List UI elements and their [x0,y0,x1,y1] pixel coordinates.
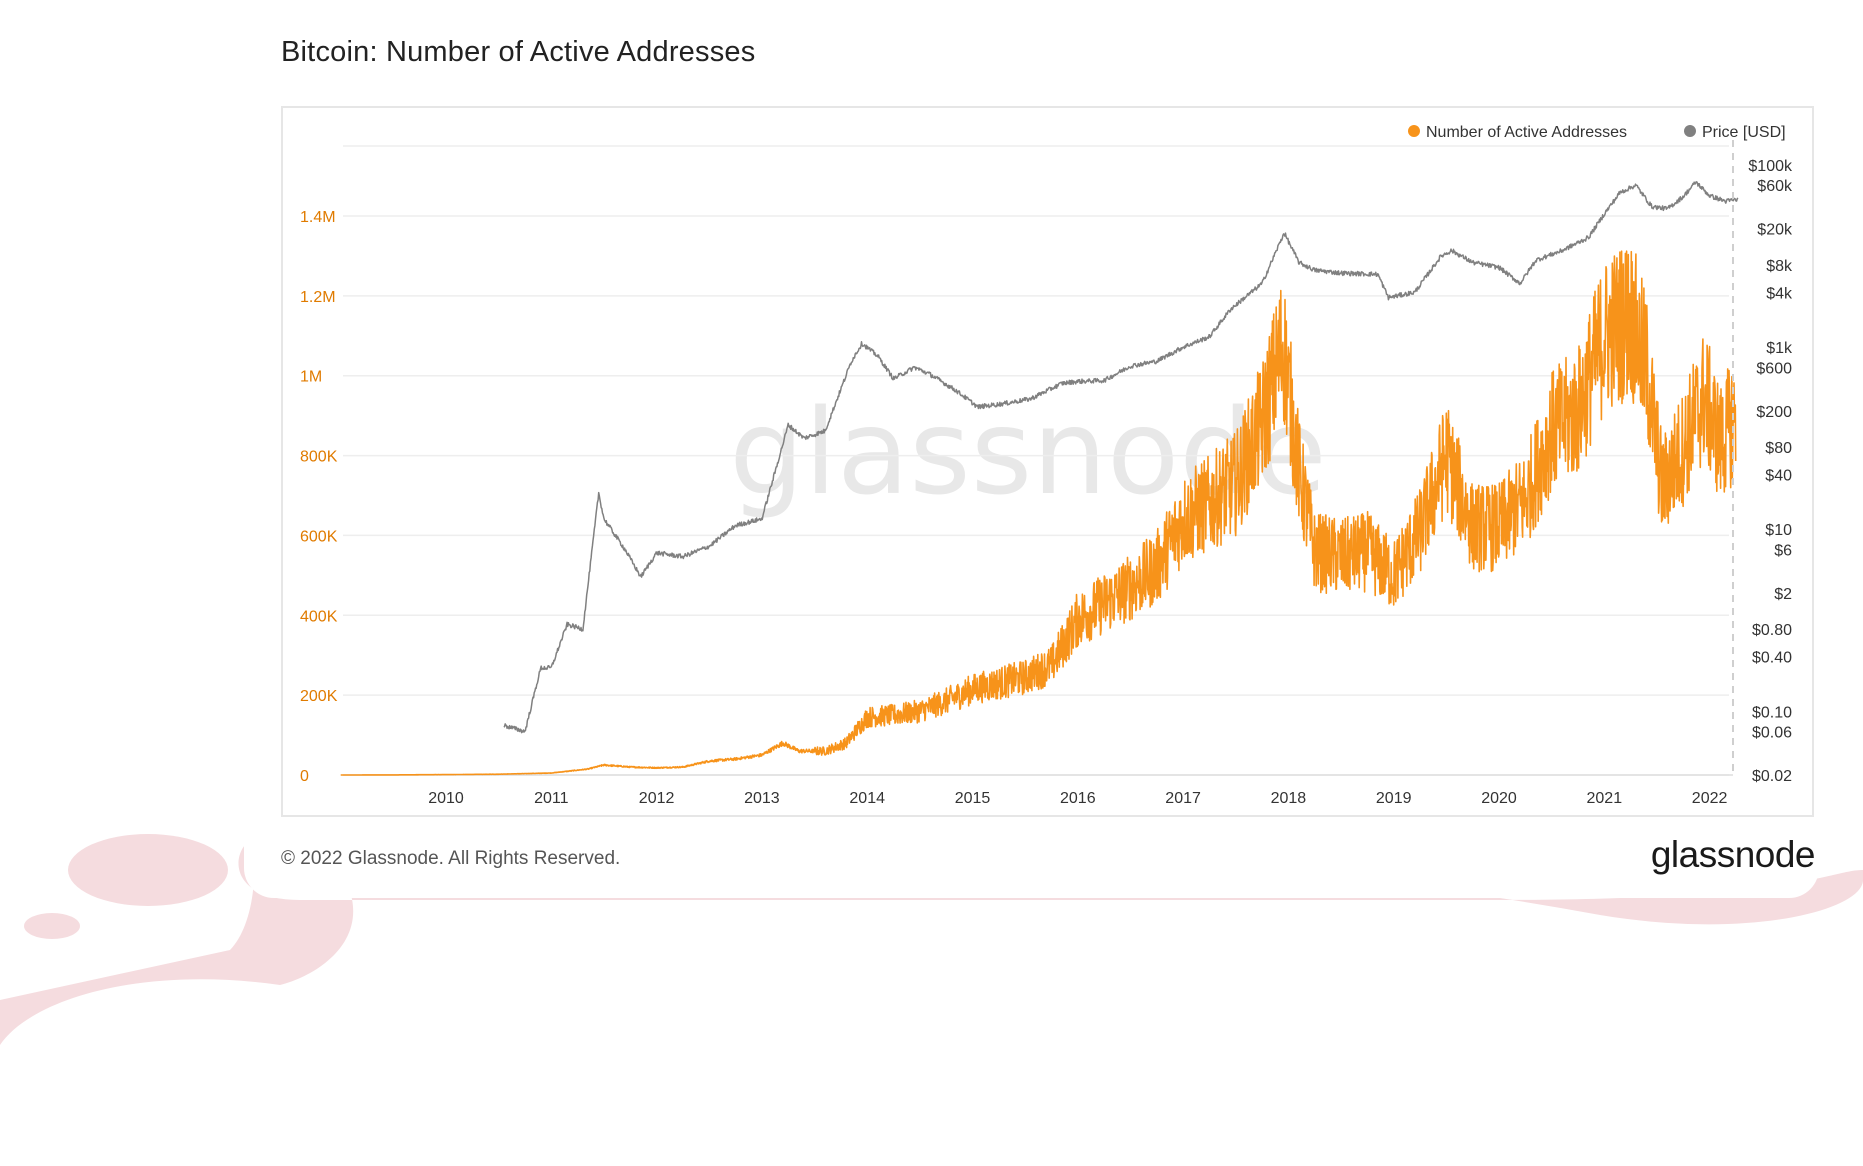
active-addresses-line [340,250,1737,776]
left-tick-label: 0 [300,768,309,785]
right-tick-label: $0.06 [1752,725,1792,742]
x-tick-label: 2017 [1165,790,1201,807]
left-tick-label: 1M [300,369,322,386]
right-tick-label: $6 [1774,542,1792,559]
left-tick-label: 200K [300,688,338,705]
right-tick-label: $8k [1766,258,1793,275]
right-tick-label: $10 [1765,522,1792,539]
x-tick-label: 2014 [849,790,885,807]
right-tick-label: $4k [1766,285,1793,302]
right-tick-label: $20k [1757,222,1793,239]
legend-entry: Price [USD] [1702,124,1786,141]
x-tick-label: 2011 [534,790,569,807]
right-tick-label: $600 [1756,360,1792,377]
right-tick-label: $80 [1765,440,1792,457]
right-tick-label: $60k [1757,178,1793,195]
x-tick-label: 2021 [1587,790,1623,807]
x-tick-label: 2020 [1481,790,1517,807]
left-tick-label: 1.4M [300,209,336,226]
price-line [503,181,1739,734]
right-axis: $0.02 $0.06 $0.10 $0.40 $0.80 $2 $6 $10 $40 $80 $2… [1748,158,1793,785]
left-tick-label: 800K [300,449,338,466]
right-tick-label: $100k [1748,158,1793,175]
chart-title: Bitcoin: Number of Active Addresses [281,36,756,68]
right-tick-label: $0.80 [1752,622,1792,639]
grid-lines [343,145,1733,776]
right-tick-label: $40 [1765,467,1792,484]
left-tick-label: 1.2M [300,289,336,306]
glassnode-logo[interactable]: glassnode [1650,834,1816,875]
right-tick-label: $2 [1774,586,1792,603]
legend: Number of Active Addresses Price [USD] [1408,124,1786,141]
right-tick-label: $200 [1756,404,1792,421]
left-axis: 0 200K 400K 600K 800K 1M 1.2M 1.4M [300,209,338,785]
x-tick-label: 2022 [1692,790,1728,807]
legend-swatch [1684,125,1696,137]
series [340,181,1739,776]
blob-dot-large [68,834,228,906]
x-tick-label: 2013 [744,790,780,807]
chart-frame [281,106,1814,817]
right-tick-label: $0.02 [1752,768,1792,785]
blob-dot-small [24,913,80,939]
x-tick-label: 2012 [639,790,675,807]
right-tick-label: $0.10 [1752,704,1792,721]
x-tick-label: 2010 [428,790,464,807]
x-axis: 2010 2011 2012 2013 2014 2015 2016 2017 2018 2019… [428,790,1727,807]
right-tick-label: $1k [1766,340,1793,357]
legend-swatch [1408,125,1420,137]
x-tick-label: 2016 [1060,790,1096,807]
x-tick-label: 2019 [1376,790,1412,807]
x-tick-label: 2018 [1271,790,1307,807]
x-tick-label: 2015 [955,790,991,807]
left-tick-label: 600K [300,528,338,545]
left-tick-label: 400K [300,608,338,625]
legend-entry: Number of Active Addresses [1426,124,1627,141]
right-tick-label: $0.40 [1752,650,1792,667]
footer-copyright: © 2022 Glassnode. All Rights Reserved. [281,848,621,869]
